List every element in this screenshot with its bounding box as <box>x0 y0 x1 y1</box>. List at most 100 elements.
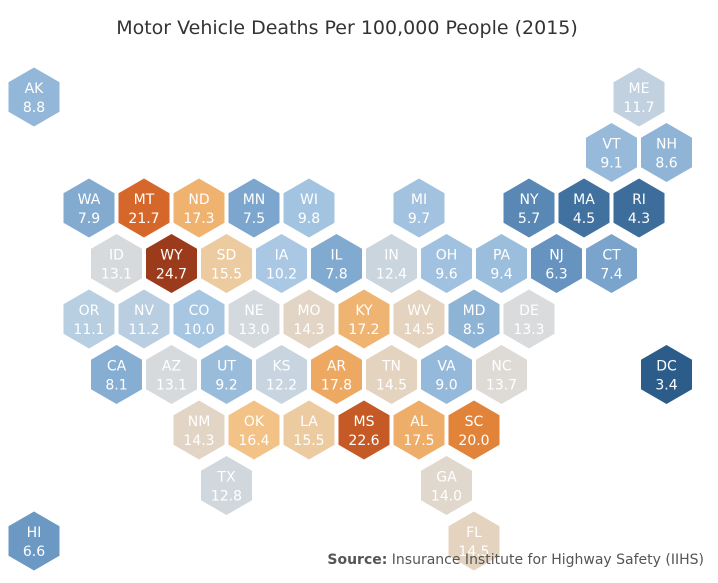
state-tile-vt[interactable]: VT 9.1 <box>586 123 637 182</box>
state-value: 24.7 <box>156 267 187 283</box>
state-abbr: RI <box>632 192 646 208</box>
state-tile-la[interactable]: LA 15.5 <box>283 400 335 460</box>
state-abbr: MD <box>463 303 486 319</box>
state-tile-nj[interactable]: NJ 6.3 <box>531 234 582 293</box>
state-value: 16.4 <box>238 433 269 449</box>
state-tile-sd[interactable]: SD 15.5 <box>201 234 252 293</box>
state-tile-mn[interactable]: MN 7.5 <box>228 178 280 238</box>
state-value: 20.0 <box>458 433 489 449</box>
state-abbr: KY <box>355 303 373 319</box>
state-hex <box>586 123 637 182</box>
state-value: 13.3 <box>513 322 544 338</box>
state-value: 13.1 <box>156 378 187 394</box>
state-value: 13.1 <box>101 267 132 283</box>
state-tile-wv[interactable]: WV 14.5 <box>393 289 445 349</box>
state-tile-id[interactable]: ID 13.1 <box>91 234 142 293</box>
state-hex <box>503 178 555 238</box>
state-tile-me[interactable]: ME 11.7 <box>613 67 665 127</box>
state-value: 7.4 <box>600 267 622 283</box>
state-tile-nd[interactable]: ND 17.3 <box>173 178 225 238</box>
state-value: 12.4 <box>376 267 407 283</box>
state-tile-de[interactable]: DE 13.3 <box>503 289 555 349</box>
chart-title: Motor Vehicle Deaths Per 100,000 People … <box>116 17 578 39</box>
state-tile-mo[interactable]: MO 14.3 <box>283 289 335 349</box>
state-tile-il[interactable]: IL 7.8 <box>311 234 362 293</box>
state-value: 17.2 <box>348 322 379 338</box>
state-value: 14.3 <box>293 322 324 338</box>
state-hex <box>173 289 225 349</box>
state-tile-nh[interactable]: NH 8.6 <box>641 123 692 182</box>
state-hex <box>476 234 527 293</box>
state-tile-nv[interactable]: NV 11.2 <box>118 289 170 349</box>
state-hex <box>613 178 665 238</box>
state-tile-nc[interactable]: NC 13.7 <box>476 345 527 404</box>
state-abbr: AR <box>327 359 347 375</box>
state-abbr: AL <box>410 414 428 430</box>
state-tile-nm[interactable]: NM 14.3 <box>173 400 225 460</box>
state-tile-pa[interactable]: PA 9.4 <box>476 234 527 293</box>
state-hex <box>366 234 417 293</box>
state-tile-co[interactable]: CO 10.0 <box>173 289 225 349</box>
state-tile-md[interactable]: MD 8.5 <box>448 289 500 349</box>
state-abbr: OR <box>79 303 100 319</box>
state-value: 14.5 <box>458 544 489 560</box>
state-hex <box>8 511 60 571</box>
source-label: Source: <box>327 552 388 568</box>
state-hex <box>421 456 472 515</box>
state-abbr: MS <box>354 414 375 430</box>
state-tile-in[interactable]: IN 12.4 <box>366 234 417 293</box>
state-tile-ok[interactable]: OK 16.4 <box>228 400 280 460</box>
state-tile-tx[interactable]: TX 12.8 <box>201 456 252 515</box>
state-value: 9.6 <box>435 267 457 283</box>
state-hex <box>146 234 197 293</box>
state-hex <box>531 234 582 293</box>
state-tile-hi[interactable]: HI 6.6 <box>8 511 60 571</box>
state-tile-oh[interactable]: OH 9.6 <box>421 234 472 293</box>
state-value: 9.0 <box>435 378 457 394</box>
state-tile-ny[interactable]: NY 5.7 <box>503 178 555 238</box>
state-value: 8.5 <box>463 322 485 338</box>
state-tile-mi[interactable]: MI 9.7 <box>393 178 445 238</box>
state-tile-ut[interactable]: UT 9.2 <box>201 345 252 404</box>
state-tile-ia[interactable]: IA 10.2 <box>256 234 307 293</box>
state-abbr: HI <box>27 525 42 541</box>
state-hex <box>448 511 500 571</box>
state-value: 8.1 <box>105 378 127 394</box>
state-abbr: MN <box>243 192 266 208</box>
state-tile-ms[interactable]: MS 22.6 <box>338 400 390 460</box>
state-tile-ky[interactable]: KY 17.2 <box>338 289 390 349</box>
state-tile-ri[interactable]: RI 4.3 <box>613 178 665 238</box>
state-hex <box>586 234 637 293</box>
state-tile-or[interactable]: OR 11.1 <box>63 289 115 349</box>
state-tile-wy[interactable]: WY 24.7 <box>146 234 197 293</box>
state-tile-dc[interactable]: DC 3.4 <box>641 345 692 404</box>
state-tile-az[interactable]: AZ 13.1 <box>146 345 197 404</box>
state-abbr: MI <box>411 192 427 208</box>
state-abbr: VA <box>437 359 456 375</box>
state-tile-ga[interactable]: GA 14.0 <box>421 456 472 515</box>
state-hex <box>228 289 280 349</box>
state-tile-ne[interactable]: NE 13.0 <box>228 289 280 349</box>
state-tile-wa[interactable]: WA 7.9 <box>63 178 115 238</box>
state-tile-ar[interactable]: AR 17.8 <box>311 345 362 404</box>
state-tile-ma[interactable]: MA 4.5 <box>558 178 610 238</box>
state-tile-al[interactable]: AL 17.5 <box>393 400 445 460</box>
state-tile-fl[interactable]: FL 14.5 <box>448 511 500 571</box>
state-hex <box>393 400 445 460</box>
state-value: 12.2 <box>266 378 297 394</box>
state-abbr: WI <box>300 192 318 208</box>
state-tile-va[interactable]: VA 9.0 <box>421 345 472 404</box>
state-tile-ak[interactable]: AK 8.8 <box>8 67 60 127</box>
state-tile-ks[interactable]: KS 12.2 <box>256 345 307 404</box>
state-abbr: NM <box>188 414 211 430</box>
state-tile-ct[interactable]: CT 7.4 <box>586 234 637 293</box>
state-tile-ca[interactable]: CA 8.1 <box>91 345 142 404</box>
state-value: 7.9 <box>78 211 100 227</box>
state-tile-tn[interactable]: TN 14.5 <box>366 345 417 404</box>
state-tile-mt[interactable]: MT 21.7 <box>118 178 170 238</box>
state-abbr: IN <box>384 248 399 264</box>
state-abbr: WA <box>78 192 101 208</box>
state-hex <box>283 400 335 460</box>
state-tile-sc[interactable]: SC 20.0 <box>448 400 500 460</box>
state-tile-wi[interactable]: WI 9.8 <box>283 178 335 238</box>
